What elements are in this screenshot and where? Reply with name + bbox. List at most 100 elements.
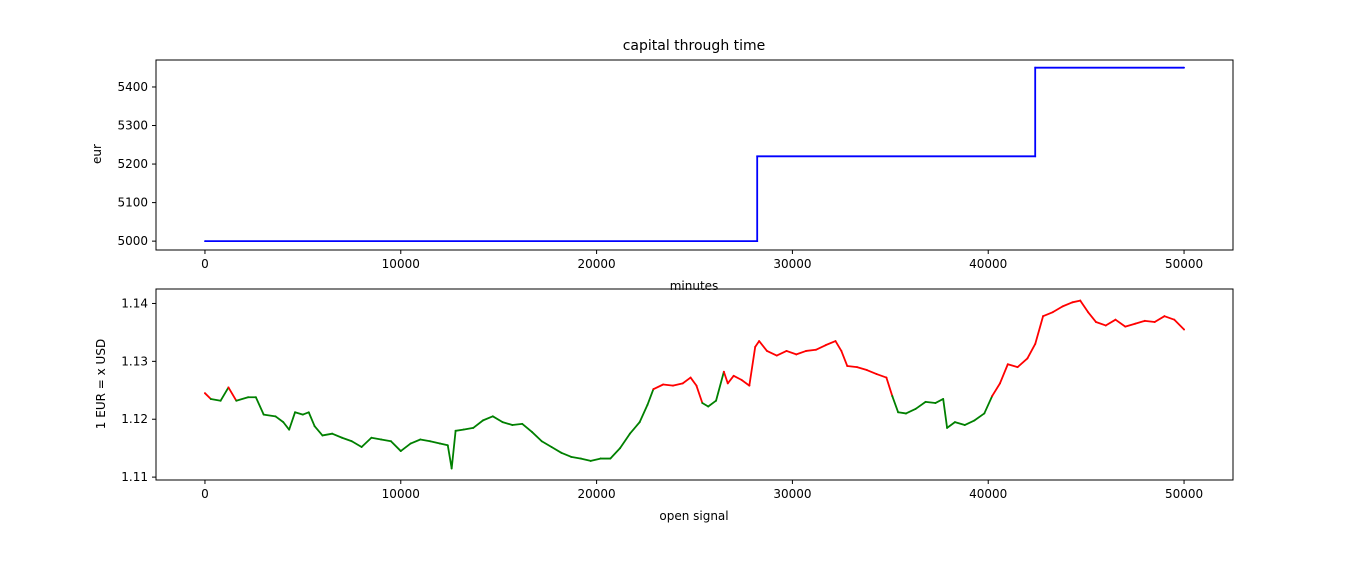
price-point: [462, 428, 465, 431]
price-point: [715, 399, 717, 402]
price-chart-plot-area: [204, 299, 1185, 470]
price-segment-green: [370, 436, 383, 441]
capital-chart-x-axis-label: minutes: [670, 279, 719, 293]
price-point: [905, 412, 907, 415]
price-point: [1143, 319, 1146, 322]
price-point: [856, 366, 858, 369]
price-segment-red: [999, 363, 1009, 385]
price-point: [963, 424, 966, 426]
capital-series-line: [205, 66, 1184, 243]
price-point: [262, 413, 265, 416]
price-segment-red: [681, 376, 692, 385]
price-segment-red: [1034, 315, 1044, 345]
price-point: [795, 353, 798, 356]
price-point: [1163, 315, 1166, 318]
price-point: [360, 446, 363, 448]
price-point: [288, 428, 291, 431]
capital-point: [1183, 66, 1185, 69]
price-point: [672, 384, 674, 387]
price-segment-red: [815, 344, 827, 351]
price-point: [732, 374, 735, 377]
price-segment-red: [1153, 315, 1166, 323]
price-x-tick-label: 40000: [969, 487, 1007, 501]
price-point: [380, 438, 383, 441]
price-segment-red: [1173, 318, 1185, 331]
capital-x-tick-label: 10000: [382, 257, 420, 271]
capital-x-tick-label: 50000: [1165, 257, 1203, 271]
price-segment-green: [235, 396, 249, 402]
price-point: [1006, 363, 1009, 366]
price-segment-red: [722, 370, 729, 385]
price-point: [638, 421, 641, 424]
price-segment-green: [973, 412, 986, 422]
price-point: [540, 440, 543, 443]
capital-y-tick-label: 5200: [117, 157, 148, 171]
price-chart-ticks: 0 10000 20000 30000 40000 50000 1.11 1.12 1.13 1.…: [121, 296, 1203, 501]
price-segment-green: [914, 400, 927, 410]
price-point: [662, 383, 665, 386]
price-segment-green: [905, 407, 917, 415]
price-segment-green: [360, 436, 373, 448]
price-segment-red: [1124, 322, 1136, 328]
price-point: [934, 402, 937, 404]
price-segment-green: [707, 399, 717, 408]
price-x-tick-label: 20000: [577, 487, 615, 501]
price-segment-red: [991, 382, 1001, 397]
price-segment-red: [1143, 319, 1156, 323]
price-segment-green: [262, 413, 277, 418]
price-segment-green: [963, 419, 976, 426]
price-point: [652, 388, 655, 391]
price-segment-red: [204, 392, 212, 400]
price-point: [748, 384, 751, 387]
price-segment-red: [748, 345, 757, 387]
price-point: [511, 424, 514, 426]
price-point: [954, 421, 956, 424]
price-point: [254, 396, 257, 399]
price-x-tick-label: 50000: [1165, 487, 1203, 501]
capital-chart-plot-area: [204, 66, 1185, 243]
price-segment-green: [531, 431, 543, 443]
price-point: [991, 395, 994, 397]
price-point: [815, 348, 817, 351]
price-segment-red: [865, 369, 878, 375]
price-segment-red: [775, 350, 788, 357]
price-y-tick-label: 1.13: [121, 354, 148, 368]
price-point: [419, 438, 422, 441]
price-point: [1114, 318, 1117, 321]
price-segment-red: [1042, 311, 1054, 318]
price-point: [775, 354, 778, 357]
price-point: [924, 400, 927, 403]
price-point: [521, 422, 524, 425]
price-segment-red: [758, 340, 768, 352]
price-segment-red: [1163, 315, 1176, 321]
price-segment-green: [282, 421, 291, 431]
capital-y-tick-label: 5100: [117, 196, 148, 210]
price-point: [681, 382, 684, 385]
price-segment-green: [219, 386, 230, 402]
price-point: [1153, 321, 1156, 323]
price-segment-green: [462, 427, 475, 431]
price-point: [1026, 357, 1029, 360]
price-segment-green: [321, 432, 334, 437]
price-point: [390, 440, 392, 443]
price-point: [785, 350, 788, 352]
price-segment-red: [856, 366, 868, 371]
price-point: [1124, 325, 1127, 328]
price-segment-green: [570, 455, 582, 460]
price-point: [1095, 321, 1097, 323]
price-x-tick-label: 0: [201, 487, 209, 501]
price-segment-green: [638, 403, 649, 424]
price-segment-red: [689, 376, 698, 387]
price-segment-green: [350, 440, 363, 448]
price-segment-green: [891, 395, 900, 414]
price-segment-green: [341, 436, 353, 443]
price-segment-green: [439, 442, 449, 447]
price-point: [446, 444, 449, 447]
price-segment-red: [766, 350, 778, 357]
price-point: [570, 455, 573, 458]
price-point: [247, 396, 249, 399]
price-point: [235, 399, 238, 402]
price-segment-green: [429, 440, 441, 445]
price-segment-green: [472, 419, 484, 429]
price-point: [1173, 318, 1176, 321]
